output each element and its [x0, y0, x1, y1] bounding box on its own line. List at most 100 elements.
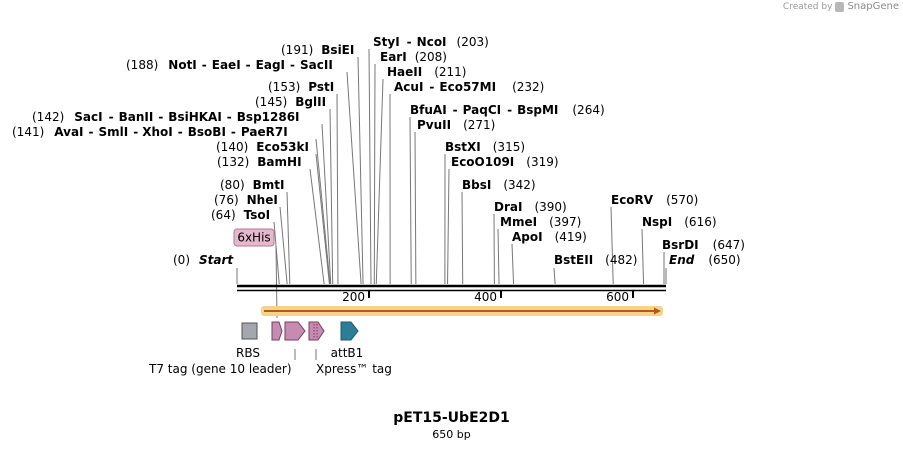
snapgene-logo-icon [835, 1, 845, 12]
ruler-tick-label: 600 [606, 290, 629, 304]
rbs-feature[interactable] [241, 322, 258, 340]
site-leader-line [375, 78, 384, 285]
site-name: BamHI [257, 155, 301, 169]
site-psti[interactable]: (153) PstI [268, 80, 334, 94]
site-name: EarI [380, 50, 407, 64]
site-pos: (141) [12, 125, 44, 139]
site-leader-line [336, 93, 339, 285]
site-name: TsoI [244, 208, 270, 222]
site-labels: (0) Start (64) TsoI (76) NheI (80) BmtI (132… [12, 35, 745, 267]
site-leader-line [309, 168, 325, 285]
sequence-backbone [237, 284, 666, 292]
t7-tag-feature[interactable] [284, 321, 306, 341]
site-ecoo109i[interactable]: EcoO109I (319) [451, 155, 559, 169]
site-group-saci[interactable]: (142) SacI - BanII - BsiHKAI - Bsp1286I [32, 110, 300, 124]
site-pos: (271) [463, 118, 495, 132]
site-bstxi[interactable]: BstXI (315) [445, 140, 525, 154]
site-leader-line [315, 138, 331, 285]
small-tag-feature[interactable] [271, 321, 283, 341]
site-pos: (188) [126, 58, 158, 72]
credit-prefix: Created by [782, 1, 833, 12]
attb1-label: attB1 [331, 346, 364, 360]
site-bmti[interactable]: (80) BmtI [220, 178, 285, 192]
site-leader-line [373, 63, 376, 285]
site-tsoi[interactable]: (64) TsoI [211, 208, 270, 222]
site-name: DraI [494, 200, 522, 214]
site-name: BsoBI [188, 125, 226, 139]
site-leader-line [461, 191, 464, 285]
his-tag-feature[interactable]: 6xHis [233, 228, 275, 247]
site-leader-line [409, 116, 412, 285]
site-haeii[interactable]: HaeII (211) [387, 65, 467, 79]
site-name: BsrDI [662, 238, 699, 252]
site-group-acui[interactable]: AcuI - Eco57MI (232) [394, 80, 544, 94]
t7-tag-label: T7 tag (gene 10 leader) [148, 362, 292, 376]
site-leader-line [553, 267, 556, 285]
site-name: XhoI [142, 125, 173, 139]
site-end[interactable]: End (650) [669, 253, 741, 267]
site-mmei[interactable]: MmeI (397) [500, 215, 581, 229]
site-pos: (319) [526, 155, 558, 169]
site-bbsi[interactable]: BbsI (342) [462, 178, 536, 192]
site-name: NspI [642, 215, 672, 229]
site-name: Bsp1286I [237, 110, 300, 124]
site-leader-line [447, 168, 450, 285]
site-pos: (647) [713, 238, 745, 252]
site-group-styi[interactable]: StyI - NcoI (203) [373, 35, 489, 49]
site-name: BsiEI [321, 43, 354, 57]
site-name: NheI [247, 193, 278, 207]
site-eco53ki[interactable]: (140) Eco53kI [216, 140, 309, 154]
attb1-feature[interactable] [340, 321, 359, 341]
site-name: Eco53kI [256, 140, 309, 154]
ruler-tick-label: 200 [342, 290, 365, 304]
his-tag-label: 6xHis [237, 231, 270, 245]
site-pos: (390) [534, 200, 566, 214]
site-bsrdi[interactable]: BsrDI (647) [662, 238, 745, 252]
site-group-avai[interactable]: (141) AvaI - SmlI - XhoI - BsoBI - PaeR7I [12, 125, 288, 139]
site-ecorv[interactable]: EcoRV (570) [611, 193, 698, 207]
site-nspi[interactable]: NspI (616) [642, 215, 717, 229]
orf-arrowhead [654, 307, 661, 315]
site-bsiei[interactable]: (191) BsiEI [281, 43, 354, 57]
site-drai[interactable]: DraI (390) [494, 200, 567, 214]
site-pos: (203) [457, 35, 489, 49]
site-name: BanII [119, 110, 154, 124]
site-pos: (140) [216, 140, 248, 154]
site-name: EaeI [212, 58, 241, 72]
site-eari[interactable]: EarI (208) [380, 50, 447, 64]
site-pos: (419) [555, 230, 587, 244]
site-leader-line [414, 131, 417, 285]
site-group-bfuai[interactable]: BfuAI - PaqCI - BspMI (264) [410, 103, 605, 117]
site-nhei[interactable]: (76) NheI [214, 193, 278, 207]
site-pos: (191) [281, 43, 313, 57]
site-name: PstI [308, 80, 334, 94]
site-pos: (211) [434, 65, 466, 79]
site-pos: (80) [220, 178, 245, 192]
site-pos: (208) [415, 50, 447, 64]
site-group-noti[interactable]: (188) NotI - EaeI - EagI - SacII [126, 58, 333, 72]
site-bamhi[interactable]: (132) BamHI [217, 155, 302, 169]
snapgene-credit: Created by SnapGene [783, 1, 899, 12]
site-start[interactable]: (0) Start [173, 253, 234, 267]
site-pvuii[interactable]: PvuII (271) [417, 118, 495, 132]
site-pos: (482) [605, 253, 637, 267]
site-bsteii[interactable]: BstEII (482) [554, 253, 637, 267]
site-name: BstEII [554, 253, 593, 267]
site-pos: (0) [173, 253, 190, 267]
rbs-label: RBS [236, 346, 260, 360]
site-name: BglII [295, 95, 326, 109]
site-name: EcoRV [611, 193, 654, 207]
site-name: End [669, 253, 695, 267]
site-name: BsiHKAI [168, 110, 222, 124]
site-name: EagI [256, 58, 285, 72]
site-name: StyI [373, 35, 400, 49]
site-leader-line [286, 191, 291, 285]
ruler-tick-label: 400 [474, 290, 497, 304]
orf-arrow[interactable] [261, 306, 663, 316]
site-leader-line [368, 48, 372, 285]
site-name: PaeR7I [241, 125, 288, 139]
site-apoi[interactable]: ApoI (419) [512, 230, 587, 244]
his-tag-badge[interactable] [233, 228, 275, 247]
site-bglii[interactable]: (145) BglII [255, 95, 326, 109]
